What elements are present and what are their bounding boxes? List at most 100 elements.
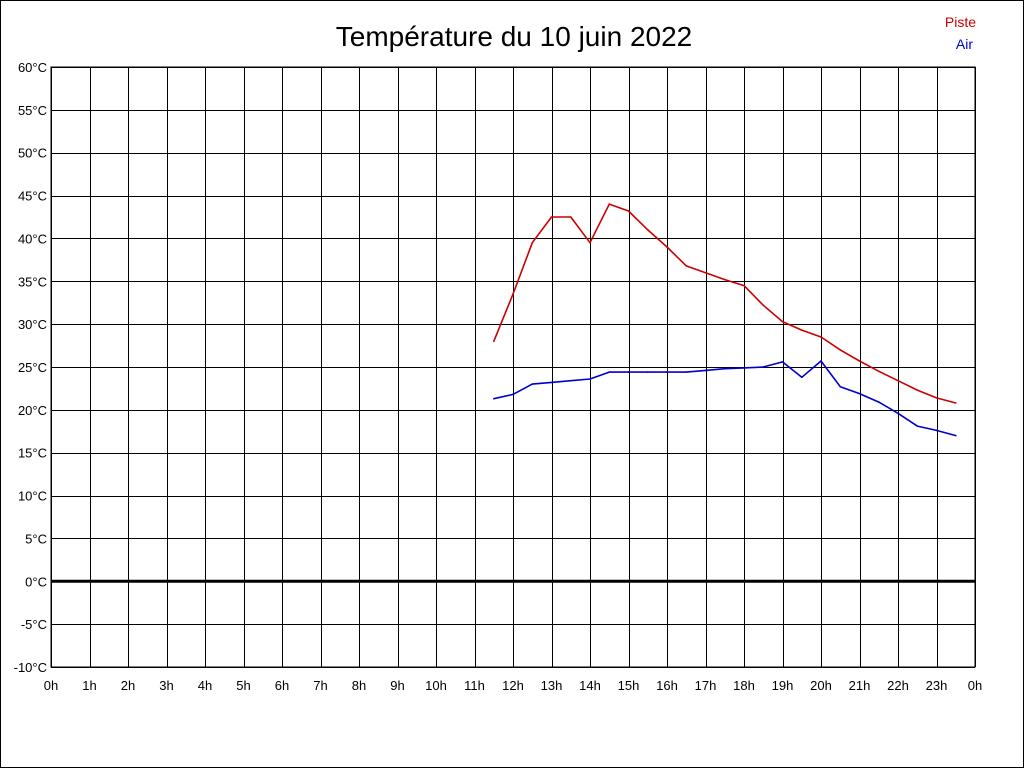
x-tick-label: 20h	[810, 678, 832, 693]
x-tick-label: 2h	[121, 678, 135, 693]
plot-border	[50, 66, 976, 668]
y-tick-label: 25°C	[18, 360, 47, 375]
data-point-air-16	[801, 376, 803, 379]
data-point-air-22	[916, 425, 919, 427]
x-tick-label: 12h	[502, 678, 524, 693]
data-point-piste-3	[550, 216, 553, 218]
y-tick-label: 55°C	[18, 103, 47, 118]
x-tick-label: 0h	[44, 678, 58, 693]
y-axis-ticks: -10°C -5°C 0°C 5°C 10°C 15°C 20°C 25°C 30°C 35°C 4…	[14, 60, 47, 675]
x-tick-label: 0h	[968, 678, 982, 693]
data-point-piste-12	[724, 278, 726, 281]
x-tick-label: 3h	[159, 678, 173, 693]
data-point-air-10	[685, 371, 688, 373]
series-layer	[493, 203, 957, 437]
y-tick-label: 5°C	[25, 531, 47, 546]
x-tick-label: 15h	[618, 678, 640, 693]
data-point-air-14	[762, 366, 765, 368]
data-point-piste-5	[589, 241, 591, 244]
chart-title: Température du 10 juin 2022	[336, 21, 692, 52]
data-point-piste-22	[916, 389, 919, 391]
y-tick-label: 20°C	[18, 403, 47, 418]
x-tick-label: 22h	[887, 678, 909, 693]
data-point-piste-8	[647, 229, 649, 231]
data-point-piste-15	[781, 320, 784, 323]
data-point-air-7	[627, 371, 630, 373]
y-tick-label: 60°C	[18, 60, 47, 75]
data-point-air-12	[724, 367, 726, 370]
y-tick-label: 10°C	[18, 489, 47, 504]
y-tick-label: -10°C	[14, 660, 47, 675]
data-point-piste-4	[570, 216, 572, 218]
y-tick-label: 30°C	[18, 317, 47, 332]
y-tick-label: 0°C	[25, 574, 47, 589]
data-point-air-15	[781, 361, 784, 363]
y-tick-label: 35°C	[18, 274, 47, 289]
data-point-piste-19	[858, 360, 861, 362]
y-tick-label: 15°C	[18, 446, 47, 461]
data-point-piste-16	[801, 329, 803, 331]
x-tick-label: 18h	[733, 678, 755, 693]
data-point-air-8	[647, 371, 649, 373]
data-point-air-4	[570, 379, 572, 382]
data-point-air-5	[589, 378, 591, 380]
legend-item-piste: Piste	[945, 14, 976, 30]
x-tick-label: 7h	[313, 678, 327, 693]
x-tick-label: 1h	[82, 678, 96, 693]
y-tick-label: 50°C	[18, 146, 47, 161]
x-tick-label: 17h	[695, 678, 717, 693]
x-tick-label: 5h	[236, 678, 250, 693]
data-point-piste-23	[935, 397, 938, 399]
data-point-air-19	[858, 392, 861, 395]
data-point-piste-11	[704, 271, 707, 274]
y-tick-label: -5°C	[21, 617, 47, 632]
x-tick-label: 6h	[275, 678, 289, 693]
data-point-piste-1	[512, 293, 514, 295]
legend-item-air: Air	[956, 36, 973, 52]
data-point-air-11	[704, 369, 707, 372]
x-tick-label: 13h	[541, 678, 563, 693]
x-axis-ticks: 0h 1h 2h 3h 4h 5h 6h 7h 8h 9h 10h 11h 12h 13h 14h 15h 16…	[44, 678, 982, 693]
x-tick-label: 19h	[772, 678, 794, 693]
data-point-piste-9	[666, 246, 668, 248]
data-point-piste-10	[685, 265, 688, 267]
data-point-air-2	[531, 383, 534, 385]
x-tick-label: 10h	[425, 678, 447, 693]
data-point-piste-21	[897, 379, 899, 382]
data-point-air-20	[878, 401, 880, 403]
legend: Piste Air	[945, 14, 976, 52]
data-point-air-17	[820, 360, 822, 362]
data-point-air-13	[743, 367, 745, 369]
grid	[51, 67, 976, 668]
y-tick-label: 40°C	[18, 231, 47, 246]
data-point-piste-20	[878, 370, 880, 373]
data-point-air-9	[666, 371, 668, 373]
x-tick-label: 23h	[926, 678, 948, 693]
x-tick-label: 8h	[352, 678, 366, 693]
x-tick-label: 4h	[198, 678, 212, 693]
data-point-air-3	[550, 381, 553, 384]
data-point-air-24	[955, 434, 957, 437]
x-tick-label: 21h	[849, 678, 871, 693]
data-point-air-1	[512, 393, 514, 396]
data-point-piste-13	[743, 284, 745, 287]
data-point-piste-18	[839, 349, 842, 351]
data-point-air-0	[493, 397, 495, 400]
x-tick-label: 9h	[390, 678, 404, 693]
y-tick-label: 45°C	[18, 189, 47, 204]
data-point-air-6	[608, 371, 611, 373]
data-point-piste-14	[762, 304, 765, 307]
x-tick-label: 16h	[656, 678, 678, 693]
data-point-piste-6	[608, 203, 611, 205]
data-point-air-23	[935, 429, 938, 432]
x-tick-label: 14h	[579, 678, 601, 693]
data-point-air-21	[897, 412, 899, 415]
data-point-piste-7	[627, 210, 630, 212]
data-point-piste-2	[531, 241, 534, 244]
data-point-piste-0	[493, 340, 495, 343]
x-tick-label: 11h	[464, 678, 485, 693]
series-line-air	[493, 360, 957, 437]
data-point-piste-24	[955, 402, 957, 404]
